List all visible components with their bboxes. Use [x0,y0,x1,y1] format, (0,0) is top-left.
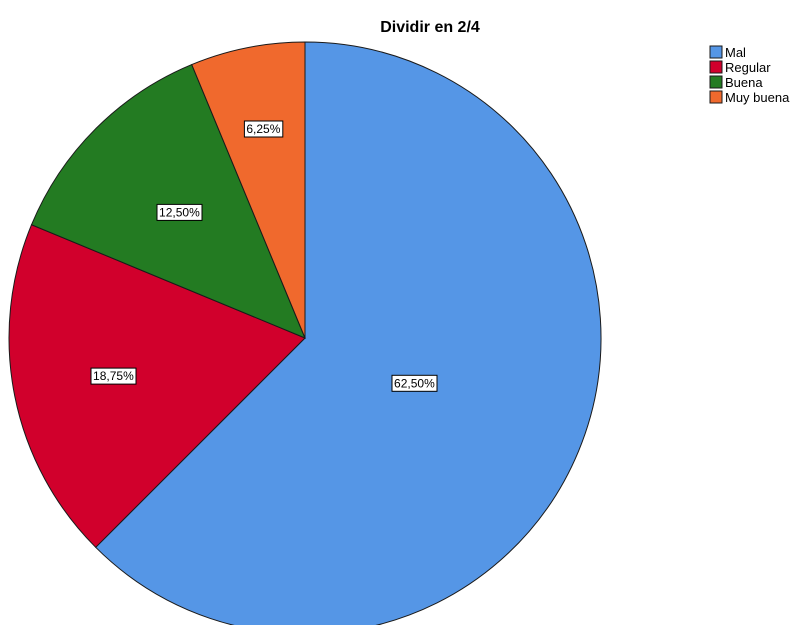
legend-swatch [709,75,723,89]
legend-item-buena: Buena [709,75,763,90]
data-label-box [243,120,284,138]
data-label-text: 12,50% [159,205,200,219]
data-label-muy-buena: 6,25% [243,120,284,138]
legend-item-mal: Mal [709,45,746,60]
legend-label: Mal [725,45,746,60]
legend-item-regular: Regular [709,60,771,75]
data-label-buena: 12,50% [156,203,203,221]
data-label-text: 6,25% [246,122,280,136]
legend-label: Regular [725,60,771,75]
data-label-box [391,374,438,392]
legend-label: Muy buena [725,90,790,105]
legend-swatch [709,90,723,104]
pie-slice-regular [8,224,306,549]
legend-swatch [709,45,723,59]
pie-slice-buena [30,63,306,339]
data-label-box [90,367,137,385]
data-label-mal: 62,50% [391,374,438,392]
legend-swatch [709,60,723,74]
data-label-box [156,203,203,221]
pie-data-labels: 62,50% 18,75% 12,50% 6,25% [90,120,438,392]
chart-title: Dividir en 2/4 [380,19,480,36]
data-label-text: 18,75% [93,369,134,383]
legend-item-muy-buena: Muy buena [709,90,790,105]
data-label-regular: 18,75% [90,367,137,385]
pie-slices [8,41,602,630]
pie-slice-muy-buena [191,41,306,339]
data-label-text: 62,50% [394,376,435,390]
legend-label: Buena [725,75,763,90]
